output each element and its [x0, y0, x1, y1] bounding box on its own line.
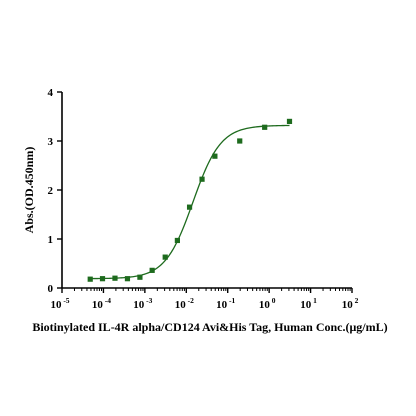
data-point — [99, 276, 106, 282]
x-tick-label: 10 -2 — [175, 296, 194, 311]
x-ticks: 10 -5 10 -4 10 -3 10 -2 10 -1 10 0 10 1 10 2 — [50, 288, 359, 311]
y-tick-label: 0 — [48, 283, 54, 295]
x-tick-label: 10 -5 — [50, 296, 69, 311]
data-point — [212, 153, 218, 159]
x-tick-label: 10 2 — [342, 296, 359, 311]
data-point — [124, 276, 131, 282]
axes — [61, 92, 352, 289]
data-point — [174, 237, 180, 244]
x-tick-label: 10 -4 — [92, 296, 111, 311]
x-axis-title: Biotinylated IL-4R alpha/CD124 Avi&His T… — [32, 320, 387, 334]
y-tick-label: 4 — [48, 87, 54, 99]
x-tick-label: 10 -1 — [216, 296, 235, 311]
data-point — [286, 118, 293, 124]
y-tick-label: 3 — [48, 136, 54, 148]
y-tick-label: 1 — [48, 234, 54, 246]
x-tick-label: 10 1 — [300, 296, 317, 311]
fit-curve — [90, 124, 290, 280]
y-axis-title: Abs.(OD.450nm) — [22, 147, 36, 234]
data-point — [137, 274, 143, 280]
x-tick-label: 10 -3 — [133, 296, 152, 311]
data-points — [87, 118, 293, 282]
data-point — [87, 276, 93, 282]
y-tick-label: 2 — [48, 185, 54, 197]
data-point — [162, 254, 168, 260]
y-ticks: 0 1 2 3 4 — [48, 87, 62, 295]
data-point — [237, 138, 243, 144]
data-point — [112, 275, 118, 281]
data-point — [199, 176, 205, 182]
data-point — [186, 204, 193, 210]
data-point — [149, 267, 155, 273]
x-tick-label: 10 0 — [259, 296, 276, 311]
data-point — [262, 124, 268, 130]
